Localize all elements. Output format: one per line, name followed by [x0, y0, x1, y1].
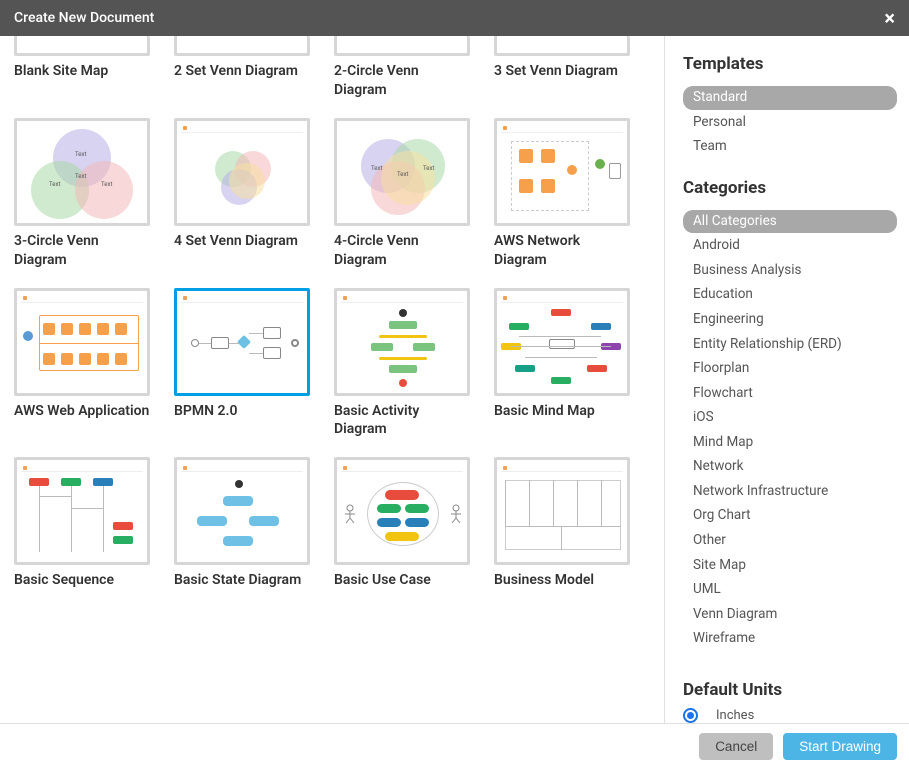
category-site-map[interactable]: Site Map — [683, 554, 897, 578]
template-thumb: Text Text Text — [334, 118, 470, 226]
template-label: Basic Mind Map — [494, 402, 630, 421]
template-card-basic-sequence[interactable]: Basic Sequence — [14, 457, 150, 590]
category-business-analysis[interactable]: Business Analysis — [683, 259, 897, 283]
categories-list: All CategoriesAndroidBusiness AnalysisEd… — [683, 210, 897, 652]
template-thumb — [14, 457, 150, 565]
template-label: 3 Set Venn Diagram — [494, 62, 630, 81]
template-label: 2 Set Venn Diagram — [174, 62, 310, 81]
template-card-2circle-venn[interactable]: 2-Circle Venn Diagram — [334, 36, 470, 100]
radio-icon — [683, 708, 698, 723]
category-ios[interactable]: iOS — [683, 406, 897, 430]
category-network-infrastructure[interactable]: Network Infrastructure — [683, 480, 897, 504]
template-thumb — [494, 118, 630, 226]
template-groups: StandardPersonalTeam — [683, 86, 897, 160]
category-org-chart[interactable]: Org Chart — [683, 504, 897, 528]
category-other[interactable]: Other — [683, 529, 897, 553]
template-label: Business Model — [494, 571, 630, 590]
category-engineering[interactable]: Engineering — [683, 308, 897, 332]
category-venn-diagram[interactable]: Venn Diagram — [683, 603, 897, 627]
templates-heading: Templates — [683, 54, 897, 74]
template-thumb — [494, 36, 630, 56]
category-network[interactable]: Network — [683, 455, 897, 479]
template-card-aws-web[interactable]: AWS Web Application — [14, 288, 150, 440]
template-label: 3-Circle Venn Diagram — [14, 232, 150, 270]
template-thumb — [494, 288, 630, 396]
template-thumb — [14, 288, 150, 396]
category-entity-relationship-erd-[interactable]: Entity Relationship (ERD) — [683, 333, 897, 357]
dialog-title: Create New Document — [14, 10, 154, 26]
template-card-blank-site-map[interactable]: Blank Site Map — [14, 36, 150, 100]
template-group-team[interactable]: Team — [683, 135, 897, 159]
category-wireframe[interactable]: Wireframe — [683, 627, 897, 651]
category-mind-map[interactable]: Mind Map — [683, 431, 897, 455]
template-card-basic-usecase[interactable]: Basic Use Case — [334, 457, 470, 590]
template-label: 2-Circle Venn Diagram — [334, 62, 470, 100]
template-gallery[interactable]: Blank Site Map 2 Set Venn Diagram 2-Circle… — [0, 36, 664, 723]
default-units: Default Units InchesCentimeters — [683, 670, 897, 723]
template-card-basic-mindmap[interactable]: Basic Mind Map — [494, 288, 630, 440]
template-label: AWS Network Diagram — [494, 232, 630, 270]
template-thumb — [494, 457, 630, 565]
sidebar: Templates StandardPersonalTeam Categorie… — [664, 36, 909, 723]
template-thumb — [174, 36, 310, 56]
template-card-4set-venn[interactable]: 4 Set Venn Diagram — [174, 118, 310, 270]
template-thumb — [334, 36, 470, 56]
close-icon[interactable]: × — [884, 8, 895, 28]
dialog-footer: Cancel Start Drawing — [0, 723, 909, 769]
template-card-3set-venn[interactable]: 3 Set Venn Diagram — [494, 36, 630, 100]
categories-heading: Categories — [683, 178, 897, 198]
template-card-2set-venn[interactable]: 2 Set Venn Diagram — [174, 36, 310, 100]
template-card-aws-network[interactable]: AWS Network Diagram — [494, 118, 630, 270]
template-card-3circle-venn[interactable]: Text Text Text Text 3-Circle Venn Diagram — [14, 118, 150, 270]
template-thumb — [14, 36, 150, 56]
template-label: 4-Circle Venn Diagram — [334, 232, 470, 270]
template-thumb — [174, 118, 310, 226]
template-label: Blank Site Map — [14, 62, 150, 81]
dialog-titlebar: Create New Document × — [0, 0, 909, 36]
template-card-bpmn[interactable]: BPMN 2.0 — [174, 288, 310, 440]
template-card-4circle-venn[interactable]: Text Text Text 4-Circle Venn Diagram — [334, 118, 470, 270]
new-document-dialog: Create New Document × Blank Site Map 2 Se… — [0, 0, 909, 769]
template-thumb — [334, 288, 470, 396]
template-card-basic-activity[interactable]: Basic Activity Diagram — [334, 288, 470, 440]
units-heading: Default Units — [683, 680, 897, 700]
template-group-personal[interactable]: Personal — [683, 111, 897, 135]
template-thumb: Text Text Text Text — [14, 118, 150, 226]
category-uml[interactable]: UML — [683, 578, 897, 602]
dialog-body: Blank Site Map 2 Set Venn Diagram 2-Circle… — [0, 36, 909, 723]
category-flowchart[interactable]: Flowchart — [683, 382, 897, 406]
template-thumb — [174, 288, 310, 396]
template-label: Basic Sequence — [14, 571, 150, 590]
start-drawing-button[interactable]: Start Drawing — [783, 733, 897, 760]
template-group-standard[interactable]: Standard — [683, 86, 897, 110]
template-thumb — [334, 457, 470, 565]
template-thumb — [174, 457, 310, 565]
template-label: Basic Activity Diagram — [334, 402, 470, 440]
template-label: Basic State Diagram — [174, 571, 310, 590]
category-android[interactable]: Android — [683, 234, 897, 258]
unit-option-inches[interactable]: Inches — [683, 708, 897, 723]
unit-label: Inches — [716, 708, 754, 723]
template-label: AWS Web Application — [14, 402, 150, 421]
category-all-categories[interactable]: All Categories — [683, 210, 897, 234]
template-card-basic-state[interactable]: Basic State Diagram — [174, 457, 310, 590]
cancel-button[interactable]: Cancel — [699, 733, 773, 760]
template-label: 4 Set Venn Diagram — [174, 232, 310, 251]
template-label: BPMN 2.0 — [174, 402, 310, 421]
template-label: Basic Use Case — [334, 571, 470, 590]
category-education[interactable]: Education — [683, 283, 897, 307]
template-card-business-model[interactable]: Business Model — [494, 457, 630, 590]
category-floorplan[interactable]: Floorplan — [683, 357, 897, 381]
